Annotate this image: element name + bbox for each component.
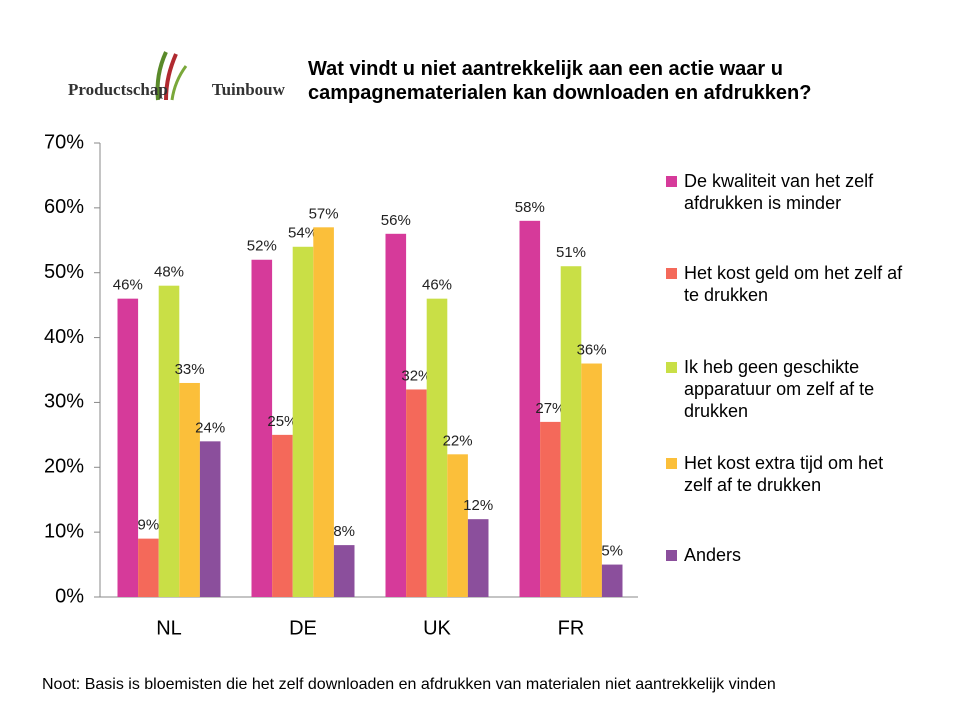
value-label: 48% [154,264,184,281]
y-tick-label: 70% [44,131,84,153]
y-tick-label: 0% [55,585,84,607]
value-label: 25% [267,413,297,430]
bar [138,538,159,597]
x-tick-label: FR [558,617,585,639]
chart-title: Wat vindt u niet aantrekkelijk aan een a… [308,58,812,104]
bar [313,227,334,598]
bar [251,259,273,597]
legend-item: De kwaliteit van het zelf afdrukken is m… [666,170,916,214]
value-label: 5% [601,543,623,560]
y-tick-label: 20% [44,456,84,478]
note: Noot: Basis is bloemisten die het zelf d… [42,676,776,693]
value-label: 33% [175,361,205,378]
bar [426,298,448,597]
x-tick-label: DE [289,617,317,639]
legend-label: De kwaliteit van het zelf afdrukken is m… [684,171,874,213]
legend-label: Anders [684,545,742,565]
value-label: 9% [138,517,160,534]
bar [117,298,139,597]
bar [467,519,489,597]
value-label: 27% [535,400,565,417]
legend-label: Het kost extra tijd om het zelf af te dr… [684,453,884,495]
y-tick-label: 10% [44,520,84,542]
bar [272,434,293,597]
legend-swatch [666,268,677,279]
x-tick-label: NL [156,617,182,639]
value-label: 58% [515,199,545,216]
logo: Productschap Tuinbouw [68,80,285,100]
bar [601,564,623,597]
logo-text: Tuinbouw [211,80,285,99]
legend-item: Het kost geld om het zelf af te drukken [666,262,916,306]
value-label: 52% [247,238,277,255]
bar [406,389,427,597]
y-tick-label: 30% [44,391,84,413]
bar [581,363,602,597]
bar [385,233,407,598]
legend-swatch [666,458,677,469]
value-label: 46% [422,277,452,294]
legend-swatch [666,362,677,373]
legend-swatch [666,176,677,187]
y-tick-label: 40% [44,326,84,348]
value-label: 51% [556,244,586,261]
value-label: 24% [195,419,225,436]
bar [292,246,314,597]
value-label: 57% [309,205,339,222]
x-tick-label: UK [423,617,451,639]
legend-item: Ik heb geen geschikte apparatuur om zelf… [666,356,916,422]
bar [540,421,561,597]
value-label: 54% [288,225,318,242]
bar [199,441,221,597]
bar [179,382,200,597]
y-tick-label: 50% [44,261,84,283]
bar [560,266,582,597]
bar [333,545,355,597]
value-label: 8% [333,523,355,540]
value-label: 32% [401,367,431,384]
legend-label: Het kost geld om het zelf af te drukken [684,263,903,305]
legend-item: Het kost extra tijd om het zelf af te dr… [666,452,916,496]
bar [158,285,180,597]
legend-item: Anders [666,544,916,566]
bar [519,220,541,598]
bar [447,454,468,597]
legend-label: Ik heb geen geschikte apparatuur om zelf… [684,357,875,421]
value-label: 46% [113,277,143,294]
value-label: 12% [463,497,493,514]
value-label: 56% [381,212,411,229]
logo-icon [155,51,188,101]
value-label: 36% [577,341,607,358]
y-tick-label: 60% [44,196,84,218]
value-label: 22% [443,432,473,449]
logo-text: Productschap [68,80,168,99]
legend-swatch [666,550,677,561]
